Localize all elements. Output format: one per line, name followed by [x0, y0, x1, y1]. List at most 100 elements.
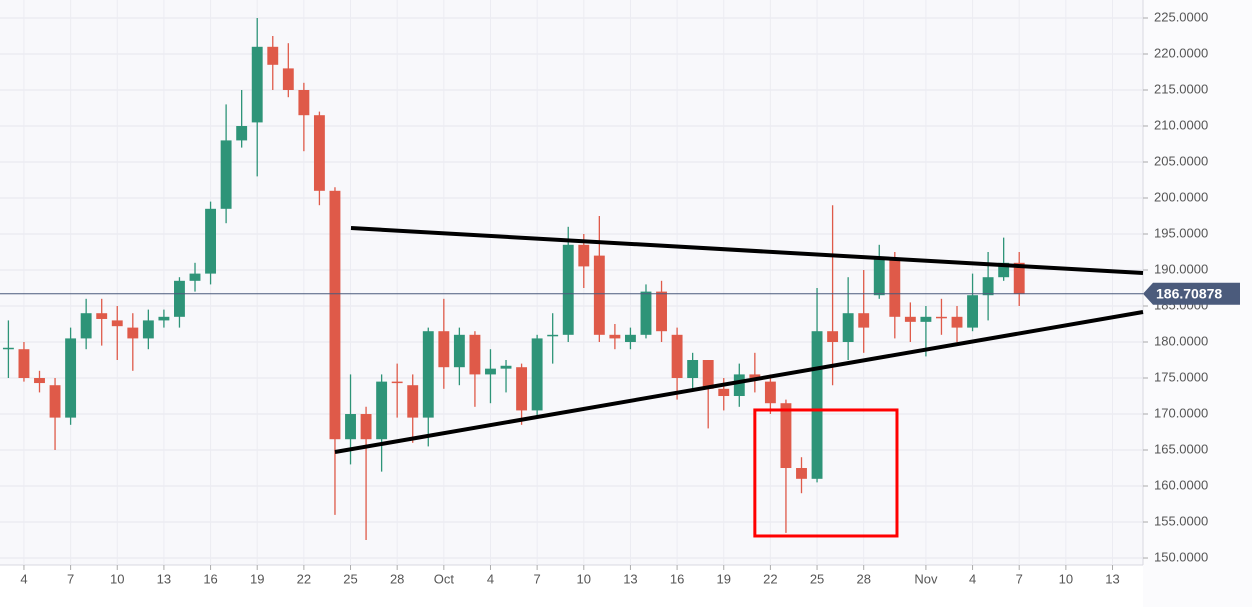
- candle-body: [920, 316, 932, 322]
- y-tick-label: 150.0000: [1154, 549, 1208, 564]
- y-tick-label: 155.0000: [1154, 513, 1208, 528]
- candle-body: [49, 385, 61, 418]
- candle-body: [780, 403, 792, 469]
- candle-body: [298, 90, 310, 116]
- x-tick-label: 16: [203, 571, 217, 586]
- x-tick-label: 19: [250, 571, 264, 586]
- candle-body: [516, 367, 528, 411]
- candle-body: [936, 316, 947, 319]
- candle-body: [453, 334, 465, 368]
- x-tick-label: 28: [390, 571, 404, 586]
- trendline: [334, 310, 1144, 454]
- x-tick-label: 10: [577, 571, 591, 586]
- x-tick-label: 25: [810, 571, 824, 586]
- x-tick-label: 16: [670, 571, 684, 586]
- y-tick-label: 225.0000: [1154, 9, 1208, 24]
- candle-body: [251, 46, 263, 123]
- candle-body: [873, 259, 885, 296]
- grid: [0, 0, 1143, 565]
- candle-body: [236, 126, 248, 141]
- candle-body: [360, 414, 372, 440]
- candle-body: [764, 381, 776, 404]
- y-tick-label: 165.0000: [1154, 441, 1208, 456]
- x-tick-label: 13: [623, 571, 637, 586]
- candle-body: [593, 255, 605, 335]
- candle-body: [998, 262, 1010, 278]
- candle-body: [531, 338, 543, 411]
- candle-body: [267, 46, 279, 65]
- x-tick-label: 22: [763, 571, 777, 586]
- y-tick-label: 215.0000: [1154, 81, 1208, 96]
- candle-body: [858, 313, 870, 328]
- y-tick-label: 195.0000: [1154, 225, 1208, 240]
- candle-body: [578, 244, 590, 267]
- x-tick-label: 25: [343, 571, 357, 586]
- candle-body: [811, 331, 823, 479]
- candle-body: [205, 208, 217, 274]
- y-tick-label: 160.0000: [1154, 477, 1208, 492]
- candle-body: [718, 388, 730, 397]
- candle-body: [702, 360, 714, 389]
- x-tick-label: 10: [1059, 571, 1073, 586]
- candle-body: [313, 115, 325, 191]
- highlight-box: [753, 408, 899, 538]
- candle-body: [547, 334, 559, 337]
- x-tick-label: 7: [1016, 571, 1023, 586]
- x-tick-label: 10: [110, 571, 124, 586]
- candle-body: [65, 338, 77, 418]
- y-tick-label: 170.0000: [1154, 405, 1208, 420]
- candle-body: [671, 334, 683, 379]
- candle-body: [967, 295, 979, 328]
- candle-body: [656, 291, 667, 332]
- candle-body: [687, 360, 699, 379]
- candle-body: [842, 313, 854, 343]
- x-tick-label: Oct: [434, 571, 455, 586]
- candle-body: [500, 365, 512, 369]
- y-tick-label: 220.0000: [1154, 45, 1208, 60]
- candle-body: [438, 331, 450, 368]
- candle-body: [391, 381, 403, 384]
- x-tick-label: 7: [534, 571, 541, 586]
- y-tick-label: 175.0000: [1154, 369, 1208, 384]
- candle-body: [827, 331, 839, 343]
- candle-body: [562, 244, 574, 335]
- candle-body: [34, 378, 45, 384]
- candle-body: [609, 334, 621, 339]
- candle-body: [889, 259, 901, 317]
- candle-body: [80, 313, 92, 339]
- candle-body: [951, 316, 963, 328]
- candle-body: [111, 320, 123, 327]
- x-tick-label: 28: [856, 571, 870, 586]
- candle-body: [96, 313, 108, 319]
- candle-body: [904, 316, 916, 322]
- candle-body: [142, 320, 154, 339]
- candle-body: [640, 291, 652, 335]
- candle-body: [174, 280, 185, 317]
- candle-body: [469, 334, 481, 375]
- candle-body: [982, 277, 994, 296]
- candle-body: [407, 385, 419, 418]
- x-tick-label: 4: [20, 571, 27, 586]
- x-tick-label: 13: [1105, 571, 1119, 586]
- candle-body: [127, 327, 139, 339]
- candle-body: [796, 468, 807, 479]
- price-label: 186.70878: [1156, 285, 1222, 301]
- candle-body: [376, 381, 388, 440]
- y-tick-label: 210.0000: [1154, 117, 1208, 132]
- candle-body: [345, 414, 356, 440]
- y-tick-label: 200.0000: [1154, 189, 1208, 204]
- candle-body: [624, 334, 636, 343]
- candle-body: [733, 374, 745, 397]
- candle-body: [485, 368, 496, 375]
- x-tick-label: 7: [67, 571, 74, 586]
- price-label-bg: [1143, 282, 1240, 305]
- candle-body: [1013, 262, 1025, 294]
- candle-body: [329, 190, 341, 440]
- x-tick-label: 13: [157, 571, 171, 586]
- candle-body: [2, 347, 14, 350]
- candle-body: [158, 316, 170, 321]
- x-tick-label: Nov: [914, 571, 938, 586]
- candle-body: [282, 68, 294, 91]
- candle-body: [18, 349, 30, 379]
